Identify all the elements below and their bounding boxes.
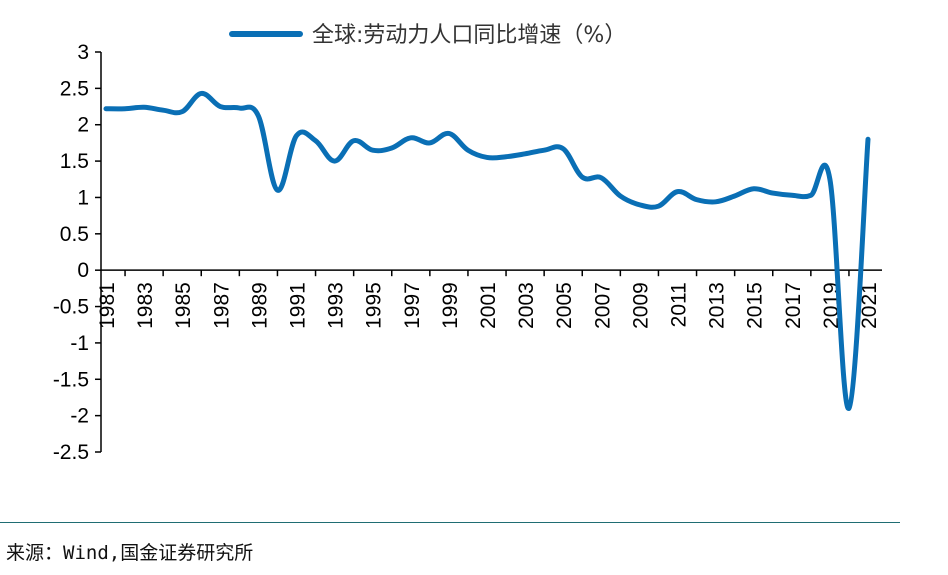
data-point <box>332 159 337 164</box>
x-tick-label: 1997 <box>401 282 424 329</box>
data-point <box>713 199 718 204</box>
source-note: 来源：Wind,国金证券研究所 <box>6 542 254 564</box>
x-tick-label: 1983 <box>134 282 157 329</box>
data-point <box>523 151 528 156</box>
y-tick-label: 2 <box>77 114 89 137</box>
data-point <box>561 146 566 151</box>
data-point <box>504 154 509 159</box>
data-point <box>808 193 813 198</box>
data-point <box>770 191 775 196</box>
data-point <box>599 175 604 180</box>
x-tick-label: 1981 <box>96 282 119 329</box>
data-point <box>199 91 204 96</box>
line-chart: 全球:劳动力人口同比增速（%） 3 2.5 2 1.5 1 0.5 0 -0.5 -1 -1.5 -… <box>53 23 882 464</box>
data-point <box>237 106 242 111</box>
x-tick-label: 1991 <box>287 282 310 329</box>
data-point <box>275 188 280 193</box>
x-tick-label: 1999 <box>439 282 462 329</box>
source-divider <box>0 522 900 523</box>
x-tick-label: 2013 <box>706 282 729 329</box>
data-point <box>789 193 794 198</box>
data-point <box>446 131 451 136</box>
data-point <box>313 138 318 143</box>
x-tick-label: 2015 <box>744 282 767 329</box>
data-point <box>485 155 490 160</box>
y-tick-label: -0.5 <box>53 296 89 319</box>
data-point <box>751 186 756 191</box>
data-point <box>465 148 470 153</box>
series-group <box>103 90 871 411</box>
data-point <box>580 175 585 180</box>
data-point <box>427 140 432 145</box>
y-tick-label: 1.5 <box>60 150 89 173</box>
data-point <box>218 104 223 109</box>
y-tick-label: -2 <box>70 405 89 428</box>
x-tick-label: 2001 <box>477 282 500 329</box>
legend: 全球:劳动力人口同比增速（%） <box>229 23 626 48</box>
x-tick-label: 1995 <box>363 282 386 329</box>
y-tick-label: -2.5 <box>53 441 89 464</box>
data-point <box>866 137 871 142</box>
x-tick-label: 2003 <box>515 282 538 329</box>
data-point <box>351 138 356 143</box>
data-point <box>542 148 547 153</box>
legend-label: 全球:劳动力人口同比增速（%） <box>312 23 626 48</box>
y-tick-label: 1 <box>77 186 89 209</box>
x-tick-label: 2021 <box>858 282 881 329</box>
data-point <box>294 133 299 138</box>
y-tick-label: 3 <box>77 41 89 64</box>
data-point <box>104 106 109 111</box>
data-point <box>180 109 185 114</box>
series-line <box>103 90 871 411</box>
data-point <box>694 197 699 202</box>
y-tick-label: 0 <box>77 259 89 282</box>
data-point <box>846 406 851 411</box>
data-point <box>389 146 394 151</box>
data-point <box>161 108 166 113</box>
data-point <box>656 204 661 209</box>
x-tick-label: 2011 <box>668 282 691 327</box>
x-tick-label: 1985 <box>172 282 195 329</box>
y-tick-label: 0.5 <box>60 223 89 246</box>
data-point <box>123 106 128 111</box>
x-tick-label: 2009 <box>629 282 652 329</box>
data-point <box>637 202 642 207</box>
data-point <box>827 177 832 182</box>
data-point <box>732 194 737 199</box>
x-tick-label: 1987 <box>210 282 233 329</box>
x-tick-label: 2007 <box>591 282 614 329</box>
data-point <box>256 114 261 119</box>
y-tick-label: 2.5 <box>60 77 89 100</box>
axes: 3 2.5 2 1.5 1 0.5 0 -0.5 -1 -1.5 -2 -2.5 1981 1983 198… <box>53 41 882 464</box>
x-tick-label: 2005 <box>553 282 576 329</box>
y-tick-label: -1 <box>70 332 89 355</box>
data-point <box>370 148 375 153</box>
data-point <box>675 189 680 194</box>
y-tick-label: -1.5 <box>53 368 89 391</box>
data-point <box>142 105 147 110</box>
data-point <box>408 135 413 140</box>
data-point <box>618 194 623 199</box>
x-tick-label: 2017 <box>782 282 805 329</box>
x-tick-label: 1989 <box>248 282 271 329</box>
x-tick-label: 1993 <box>325 282 348 329</box>
